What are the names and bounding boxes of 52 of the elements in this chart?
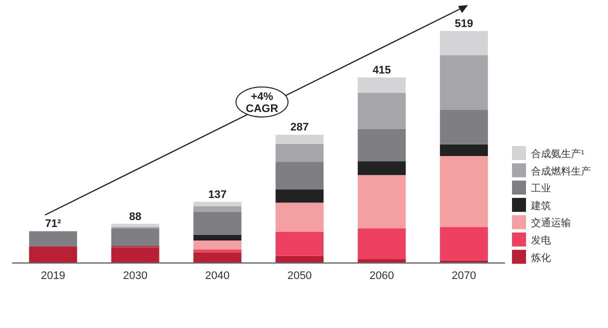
x-tick-label: 2040 (205, 270, 230, 282)
annotation: 415 (372, 64, 391, 76)
legend-label: 合成燃料生产 (531, 165, 591, 178)
bar (440, 110, 488, 144)
bar (358, 161, 406, 176)
legend-label: 炼化 (531, 252, 551, 264)
annotation: 137 (208, 188, 227, 201)
x-tick-label: 2019 (40, 270, 66, 282)
bar (193, 206, 242, 212)
annotation: 519 (454, 18, 474, 30)
bar (440, 260, 488, 263)
x-tick-label: 2050 (287, 270, 312, 282)
bar (358, 175, 406, 228)
bar (111, 247, 160, 263)
annotation: 71² (45, 218, 62, 230)
bar (29, 246, 78, 263)
bar (276, 144, 324, 162)
bar (193, 252, 242, 263)
bar (440, 156, 488, 228)
legend-label: 交通运输 (531, 217, 571, 230)
bar (276, 134, 324, 144)
bar (193, 202, 242, 206)
bar (358, 228, 406, 260)
bar (358, 128, 406, 162)
legend-label: 发电 (531, 234, 551, 246)
bar (276, 232, 324, 256)
bar (440, 227, 488, 260)
bar (111, 224, 160, 227)
x-tick-label: 2060 (370, 270, 394, 282)
bar (440, 144, 488, 156)
bar (276, 202, 324, 232)
legend-label: 工业 (531, 182, 551, 195)
bar (440, 31, 488, 56)
bar (193, 234, 242, 240)
legend-label: 合成氨生产¹ (531, 148, 585, 160)
bar (358, 92, 406, 129)
bar (358, 77, 406, 93)
bar (440, 55, 488, 110)
bar (193, 250, 242, 252)
bar (111, 228, 160, 246)
bar (276, 162, 324, 190)
annotation: 88 (129, 210, 142, 223)
x-tick-label: 2030 (123, 270, 148, 282)
annotation: 287 (290, 122, 309, 134)
bar (276, 256, 324, 263)
annotation: +4% CAGR (246, 91, 278, 115)
bar (276, 189, 324, 203)
bar (193, 240, 242, 250)
legend-label: 建筑 (530, 200, 551, 212)
bar (29, 231, 78, 247)
x-tick-label: 2070 (452, 270, 476, 282)
bar (193, 212, 242, 235)
